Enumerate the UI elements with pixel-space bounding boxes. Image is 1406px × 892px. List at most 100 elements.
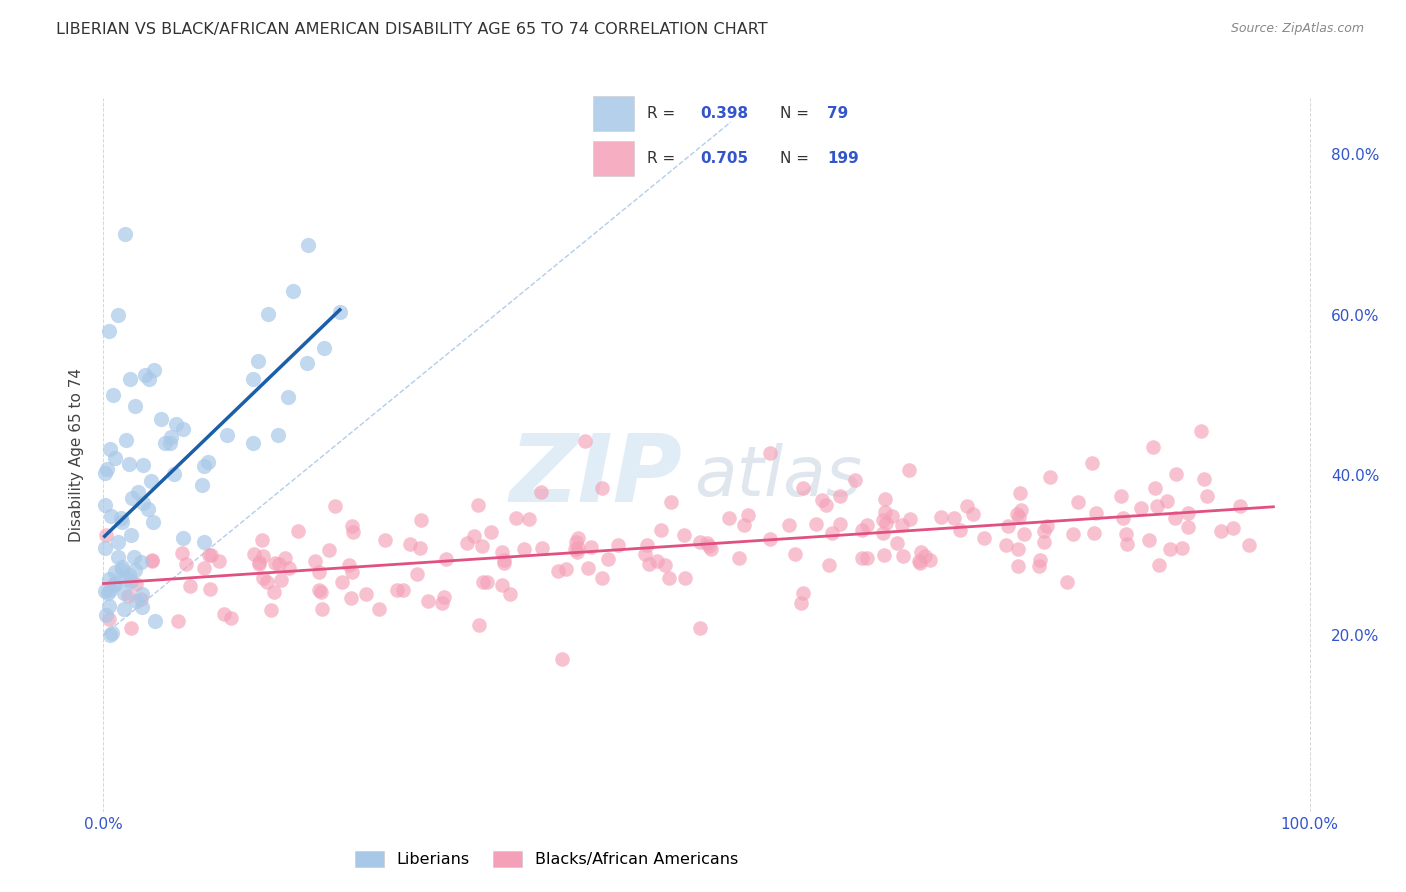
Point <box>820 526 842 541</box>
Point <box>806 516 828 531</box>
Point <box>174 558 197 572</box>
Point <box>342 525 364 540</box>
Point <box>737 508 759 522</box>
Point <box>778 518 800 533</box>
Point <box>1170 541 1192 556</box>
Point <box>1130 501 1153 516</box>
Point <box>565 545 588 559</box>
Point <box>193 459 215 474</box>
Point <box>1032 524 1054 539</box>
Point <box>717 510 740 524</box>
Point <box>256 307 278 321</box>
Point <box>172 531 194 545</box>
Point <box>172 546 194 560</box>
Point <box>673 570 696 584</box>
Point <box>875 516 897 531</box>
Point <box>124 549 146 564</box>
Point <box>505 511 527 525</box>
Point <box>689 621 711 635</box>
Point <box>98 572 121 586</box>
Point <box>1222 521 1244 535</box>
Point <box>385 582 408 597</box>
Point <box>818 558 841 572</box>
Point <box>93 583 115 598</box>
Point <box>1008 509 1031 524</box>
Point <box>898 512 921 526</box>
Point <box>98 582 121 597</box>
Point <box>101 625 124 640</box>
Point <box>259 603 281 617</box>
Text: Source: ZipAtlas.com: Source: ZipAtlas.com <box>1230 22 1364 36</box>
Point <box>160 430 183 444</box>
Point <box>124 563 146 577</box>
Point <box>179 579 201 593</box>
Point <box>1007 542 1029 557</box>
Point <box>578 561 600 575</box>
FancyBboxPatch shape <box>593 95 634 131</box>
Point <box>246 354 269 368</box>
Point <box>792 481 814 495</box>
Point <box>131 587 153 601</box>
Point <box>1177 520 1199 534</box>
Point <box>411 513 433 527</box>
Point <box>221 611 243 625</box>
Point <box>112 586 135 600</box>
Point <box>551 652 574 666</box>
Point <box>208 554 231 568</box>
Point <box>574 434 596 448</box>
Point <box>217 428 239 442</box>
Point <box>908 557 931 571</box>
Point <box>200 548 222 562</box>
Point <box>114 227 136 242</box>
Point <box>910 545 932 559</box>
Text: 79: 79 <box>827 106 848 121</box>
Point <box>124 576 146 591</box>
Point <box>287 524 309 538</box>
Point <box>456 536 478 550</box>
Point <box>193 561 215 575</box>
Point <box>851 523 873 537</box>
Point <box>270 573 292 587</box>
Point <box>98 442 121 456</box>
Point <box>1115 527 1137 541</box>
Point <box>851 550 873 565</box>
Point <box>132 496 155 510</box>
Point <box>1137 533 1160 548</box>
Point <box>828 516 851 531</box>
Point <box>264 556 287 570</box>
Point <box>94 528 117 542</box>
Point <box>875 505 897 519</box>
Point <box>995 538 1018 552</box>
Point <box>1007 559 1029 574</box>
Point <box>997 519 1019 533</box>
Point <box>579 540 602 554</box>
Point <box>323 499 346 513</box>
Point <box>98 599 121 613</box>
Point <box>118 372 141 386</box>
Point <box>242 547 264 561</box>
Point <box>120 574 142 588</box>
Point <box>212 607 235 622</box>
Point <box>96 462 118 476</box>
Point <box>112 601 135 615</box>
Legend: Liberians, Blacks/African Americans: Liberians, Blacks/African Americans <box>349 845 745 873</box>
Point <box>107 535 129 549</box>
Point <box>242 372 264 386</box>
Point <box>430 596 453 610</box>
Point <box>190 478 212 492</box>
Point <box>356 587 378 601</box>
Point <box>121 491 143 505</box>
Point <box>1237 539 1260 553</box>
Point <box>929 510 952 524</box>
Point <box>1177 507 1199 521</box>
Text: 0.398: 0.398 <box>700 106 748 121</box>
Point <box>250 533 273 548</box>
Point <box>141 553 163 567</box>
Point <box>856 550 879 565</box>
Point <box>1156 494 1178 508</box>
Point <box>93 466 115 480</box>
Point <box>1195 489 1218 503</box>
Point <box>139 474 162 488</box>
Point <box>873 548 896 562</box>
Point <box>127 484 149 499</box>
